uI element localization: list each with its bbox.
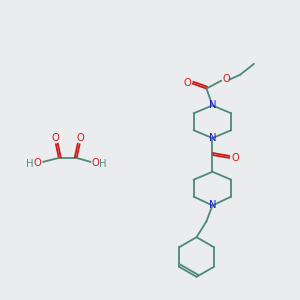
Text: O: O xyxy=(92,158,99,168)
Text: O: O xyxy=(51,133,59,143)
Text: N: N xyxy=(209,100,216,110)
Text: O: O xyxy=(184,78,191,88)
Text: O: O xyxy=(77,133,85,143)
Text: N: N xyxy=(209,133,216,143)
Text: N: N xyxy=(209,200,216,211)
Text: O: O xyxy=(222,74,230,84)
Text: O: O xyxy=(231,153,239,163)
Text: H: H xyxy=(26,159,34,169)
Text: H: H xyxy=(99,159,106,169)
Text: O: O xyxy=(33,158,41,168)
